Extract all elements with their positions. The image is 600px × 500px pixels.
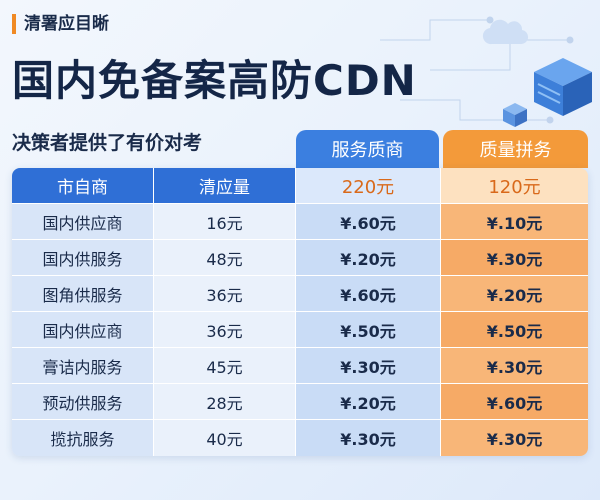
volume-price-cell: 36元 — [154, 276, 296, 311]
table-row: 国内供应商 36元 ¥.50元 ¥.50元 — [12, 312, 588, 348]
quality-price-cell: ¥.20元 — [441, 276, 588, 311]
page-subtitle: 决策者提供了有价对考 — [12, 132, 203, 154]
table-header-cell: 120元 — [441, 168, 588, 203]
service-price-cell: ¥.20元 — [296, 240, 441, 275]
table-header-cell: 清应量 — [154, 168, 296, 203]
service-price-cell: ¥.30元 — [296, 420, 441, 456]
table-header-cell: 220元 — [296, 168, 441, 203]
volume-price-cell: 36元 — [154, 312, 296, 347]
category-tag: 清署应目晰 — [12, 14, 109, 34]
quality-price-cell: ¥.30元 — [441, 348, 588, 383]
service-price-cell: ¥.30元 — [296, 348, 441, 383]
provider-cell: 国内供服务 — [12, 240, 154, 275]
service-price-cell: ¥.50元 — [296, 312, 441, 347]
table-row: 揽抗服务 40元 ¥.30元 ¥.30元 — [12, 420, 588, 456]
page-title: 国内免备案高防CDN — [12, 56, 417, 105]
quality-price-cell: ¥.30元 — [441, 420, 588, 456]
volume-price-cell: 48元 — [154, 240, 296, 275]
provider-cell: 图角供服务 — [12, 276, 154, 311]
provider-cell: 预动供服务 — [12, 384, 154, 419]
table-row: 图角供服务 36元 ¥.60元 ¥.20元 — [12, 276, 588, 312]
service-price-cell: ¥.60元 — [296, 204, 441, 239]
volume-price-cell: 16元 — [154, 204, 296, 239]
provider-cell: 国内供应商 — [12, 204, 154, 239]
quality-price-cell: ¥.60元 — [441, 384, 588, 419]
table-row: 国内供应商 16元 ¥.60元 ¥.10元 — [12, 204, 588, 240]
quality-price-cell: ¥.50元 — [441, 312, 588, 347]
column-head-quality: 质量拼务 — [443, 130, 588, 168]
server-cube-icon — [534, 58, 592, 116]
provider-cell: 国内供应商 — [12, 312, 154, 347]
table-row: 膏诘内服务 45元 ¥.30元 ¥.30元 — [12, 348, 588, 384]
volume-price-cell: 28元 — [154, 384, 296, 419]
pricing-table: 市自商 清应量 220元 120元 国内供应商 16元 ¥.60元 ¥.10元 … — [12, 168, 588, 456]
provider-cell: 膏诘内服务 — [12, 348, 154, 383]
volume-price-cell: 40元 — [154, 420, 296, 456]
column-head-service: 服务质商 — [296, 130, 439, 168]
quality-price-cell: ¥.10元 — [441, 204, 588, 239]
table-header-row: 市自商 清应量 220元 120元 — [12, 168, 588, 204]
provider-cell: 揽抗服务 — [12, 420, 154, 456]
quality-price-cell: ¥.30元 — [441, 240, 588, 275]
table-header-cell: 市自商 — [12, 168, 154, 203]
table-row: 预动供服务 28元 ¥.20元 ¥.60元 — [12, 384, 588, 420]
volume-price-cell: 45元 — [154, 348, 296, 383]
server-cube-icon — [503, 103, 527, 127]
service-price-cell: ¥.20元 — [296, 384, 441, 419]
cloud-icon — [482, 19, 529, 45]
service-price-cell: ¥.60元 — [296, 276, 441, 311]
table-row: 国内供服务 48元 ¥.20元 ¥.30元 — [12, 240, 588, 276]
